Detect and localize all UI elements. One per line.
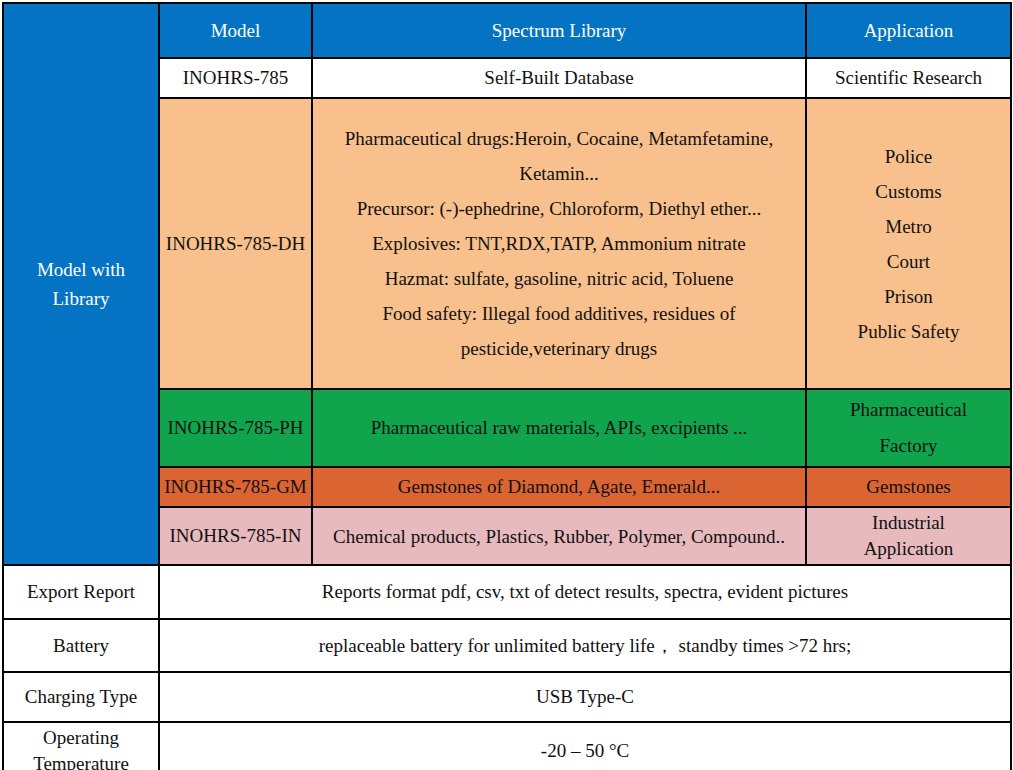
library-paragraph-explosives: Explosives: TNT,RDX,TATP, Ammonium nitra…: [317, 226, 801, 261]
library-paragraph-precursor: Precursor: (-)-ephedrine, Chloroform, Di…: [317, 191, 801, 226]
library-text: Self-Built Database: [484, 67, 633, 88]
application-line-customs: Customs: [811, 174, 1006, 209]
model-name: INOHRS-785-PH: [167, 417, 303, 438]
battery-label: Battery: [53, 635, 109, 656]
header-spectrum-library-label: Spectrum Library: [492, 20, 627, 41]
model-with-library-merged-cell: Model with Library: [3, 3, 159, 565]
library-paragraph-food-safety: Food safety: Illegal food additives, res…: [317, 296, 801, 366]
library-text: Gemstones of Diamond, Agate, Emerald...: [398, 476, 720, 497]
library-cell-inohrs-785-in: Chemical products, Plastics, Rubber, Pol…: [312, 507, 806, 565]
model-cell-inohrs-785-gm: INOHRS-785-GM: [159, 467, 312, 507]
charging-type-label-cell: Charging Type: [3, 672, 159, 722]
library-cell-inohrs-785-ph: Pharmaceutical raw materials, APIs, exci…: [312, 389, 806, 467]
header-model-label: Model: [211, 20, 261, 41]
library-text: Pharmaceutical raw materials, APIs, exci…: [371, 417, 748, 438]
application-line-police: Police: [811, 139, 1006, 174]
application-cell-inohrs-785-ph: Pharmaceutical Factory: [806, 389, 1011, 467]
export-report-label: Export Report: [27, 581, 135, 602]
operating-temperature-label-cell: Operating Temperature: [3, 722, 159, 770]
library-paragraph-drugs: Pharmaceutical drugs:Heroin, Cocaine, Me…: [317, 121, 801, 191]
charging-type-value: USB Type-C: [536, 686, 634, 707]
library-cell-inohrs-785-gm: Gemstones of Diamond, Agate, Emerald...: [312, 467, 806, 507]
operating-temperature-value: -20 – 50 °C: [541, 740, 629, 761]
application-line-factory: Factory: [811, 428, 1006, 464]
battery-label-cell: Battery: [3, 619, 159, 672]
application-line-application: Application: [811, 536, 1006, 562]
application-cell-inohrs-785: Scientific Research: [806, 58, 1011, 98]
spec-table: Model with Library Model Spectrum Librar…: [2, 2, 1012, 770]
library-paragraph-hazmat: Hazmat: sulfate, gasoline, nitric acid, …: [317, 261, 801, 296]
model-cell-inohrs-785: INOHRS-785: [159, 58, 312, 98]
battery-value: replaceable battery for unlimited batter…: [319, 635, 852, 656]
application-line-industrial: Industrial: [811, 510, 1006, 536]
row-operating-temperature: Operating Temperature -20 – 50 °C: [3, 722, 1011, 770]
header-spectrum-library-cell: Spectrum Library: [312, 3, 806, 58]
application-text: Gemstones: [866, 476, 950, 497]
model-cell-inohrs-785-ph: INOHRS-785-PH: [159, 389, 312, 467]
header-model-cell: Model: [159, 3, 312, 58]
operating-temperature-value-cell: -20 – 50 °C: [159, 722, 1011, 770]
spec-sheet-page: Model with Library Model Spectrum Librar…: [0, 0, 1013, 770]
export-report-value-cell: Reports format pdf, csv, txt of detect r…: [159, 565, 1011, 619]
header-application-cell: Application: [806, 3, 1011, 58]
application-text: Scientific Research: [835, 67, 982, 88]
row-export-report: Export Report Reports format pdf, csv, t…: [3, 565, 1011, 619]
application-cell-inohrs-785-dh: Police Customs Metro Court Prison Public…: [806, 98, 1011, 389]
model-cell-inohrs-785-in: INOHRS-785-IN: [159, 507, 312, 565]
header-application-label: Application: [864, 20, 954, 41]
model-name: INOHRS-785-GM: [164, 476, 307, 497]
model-name: INOHRS-785-IN: [170, 525, 302, 546]
model-name: INOHRS-785-DH: [166, 233, 305, 254]
application-line-public-safety: Public Safety: [811, 314, 1006, 349]
charging-type-label: Charging Type: [25, 686, 138, 707]
model-cell-inohrs-785-dh: INOHRS-785-DH: [159, 98, 312, 389]
battery-value-cell: replaceable battery for unlimited batter…: [159, 619, 1011, 672]
row-battery: Battery replaceable battery for unlimite…: [3, 619, 1011, 672]
application-line-pharmaceutical: Pharmaceutical: [811, 392, 1006, 428]
export-report-label-cell: Export Report: [3, 565, 159, 619]
application-line-metro: Metro: [811, 209, 1006, 244]
application-line-prison: Prison: [811, 279, 1006, 314]
charging-type-value-cell: USB Type-C: [159, 672, 1011, 722]
model-name: INOHRS-785: [183, 67, 289, 88]
library-cell-inohrs-785: Self-Built Database: [312, 58, 806, 98]
application-cell-inohrs-785-gm: Gemstones: [806, 467, 1011, 507]
header-row: Model with Library Model Spectrum Librar…: [3, 3, 1011, 58]
application-cell-inohrs-785-in: Industrial Application: [806, 507, 1011, 565]
library-cell-inohrs-785-dh: Pharmaceutical drugs:Heroin, Cocaine, Me…: [312, 98, 806, 389]
export-report-value: Reports format pdf, csv, txt of detect r…: [322, 581, 848, 602]
library-text: Chemical products, Plastics, Rubber, Pol…: [333, 526, 785, 547]
application-line-court: Court: [811, 244, 1006, 279]
operating-temperature-label: Operating Temperature: [33, 727, 129, 770]
model-with-library-label: Model with Library: [37, 259, 125, 309]
row-charging-type: Charging Type USB Type-C: [3, 672, 1011, 722]
